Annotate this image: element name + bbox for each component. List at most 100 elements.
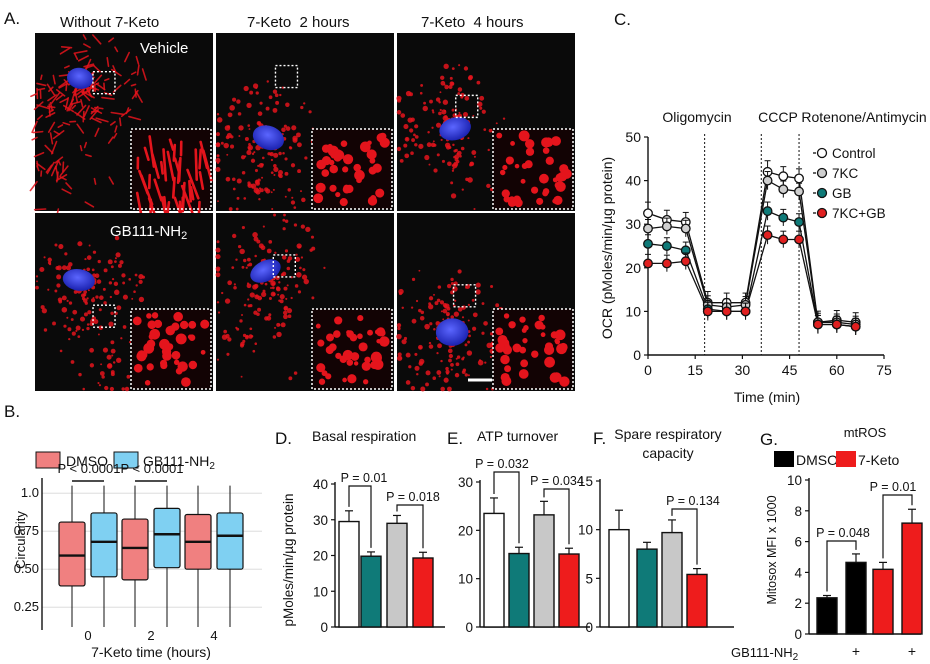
mitochondrion <box>241 225 245 230</box>
mitochondrion <box>102 287 106 291</box>
mitochondrion <box>115 252 121 258</box>
mitochondrion <box>124 386 130 392</box>
mitochondrion <box>303 278 309 285</box>
bar <box>636 548 658 628</box>
micrograph-tile <box>215 33 394 211</box>
inset-mitochondrion <box>200 319 210 329</box>
mitochondrion <box>272 107 278 113</box>
panel-label-b: B. <box>4 402 20 421</box>
mitochondrion <box>465 177 469 182</box>
inset-mitochondrion <box>160 362 168 370</box>
mitochondrion <box>101 375 105 379</box>
y-tick-label: 0 <box>465 620 473 635</box>
mitochondrion <box>228 207 233 211</box>
mitochondrion <box>63 79 70 86</box>
mitochondrion <box>420 83 424 87</box>
mitochondrion <box>108 321 114 327</box>
mitochondrion <box>131 71 137 76</box>
inset-mitochondrion <box>321 156 332 166</box>
mitochondrion <box>282 310 288 316</box>
mitochondrion <box>78 372 82 377</box>
inset-mitochondrion <box>544 356 555 368</box>
mitochondrion <box>405 380 411 385</box>
column-title-without-7keto: Without 7-Keto <box>60 14 159 31</box>
data-point <box>721 306 732 317</box>
mitochondrion <box>111 68 122 77</box>
panel-g-mtros: G. mtROS DMSO 7-Keto Mitosox MFI x 1000 … <box>731 425 923 663</box>
mitochondrion <box>460 92 465 98</box>
mitochondrion <box>35 275 39 278</box>
mitochondrion <box>446 306 451 311</box>
mitochondrion <box>58 82 68 89</box>
mitochondrion <box>478 359 482 362</box>
inset-mitochondrion <box>514 163 520 169</box>
d-title: Basal respiration <box>312 428 416 444</box>
mitochondrion <box>94 273 100 279</box>
inset-mitochondrion <box>353 361 359 366</box>
mitochondrion <box>92 250 97 254</box>
y-tick-label: 30 <box>458 475 473 490</box>
data-point <box>680 256 691 267</box>
mitochondrion <box>51 140 58 155</box>
mitochondrion <box>447 161 452 167</box>
mitochondrion <box>215 254 221 260</box>
mitochondrion <box>301 197 306 203</box>
mitochondrion <box>86 297 89 300</box>
mitochondrion <box>280 322 286 328</box>
mitochondrion <box>270 171 274 175</box>
mitochondrion <box>450 282 454 286</box>
y-tick-label: 10 <box>787 473 802 488</box>
mitochondrion <box>433 168 438 173</box>
mitochondrion <box>445 145 451 150</box>
mitochondrion <box>490 284 494 289</box>
mitochondrion <box>248 142 251 146</box>
mitochondrion <box>84 257 87 261</box>
mitochondrion <box>453 311 460 317</box>
mitochondrion <box>284 249 289 253</box>
mitochondrion <box>220 141 224 145</box>
roi-box <box>452 284 477 308</box>
mitochondrion <box>397 352 402 357</box>
inset-mitochondrion <box>505 156 514 165</box>
inset-mitochondrion <box>370 195 377 202</box>
bar <box>608 528 630 628</box>
data-point <box>794 186 804 197</box>
mitochondrion <box>97 333 100 336</box>
mitochondrion <box>131 297 134 300</box>
mitochondrion <box>62 121 71 126</box>
mitochondrion <box>467 319 470 322</box>
mitochondrion <box>282 218 286 222</box>
data-point <box>643 258 653 269</box>
mitochondrion <box>436 370 442 375</box>
mitochondrion <box>401 339 407 345</box>
mitochondrion <box>109 121 116 126</box>
inset-mitochondrion <box>318 378 326 385</box>
mitochondrion <box>293 371 298 375</box>
mitochondrion <box>271 207 274 211</box>
inset-mitochondrion <box>363 379 369 385</box>
mitochondrion <box>104 385 109 391</box>
mitochondrion <box>472 326 477 331</box>
mitochondrion <box>308 110 312 114</box>
mitochondrion <box>82 110 85 123</box>
mitochondrion <box>224 298 231 304</box>
b-y-axis-label: Circularity <box>13 511 28 569</box>
mitochondrion <box>81 296 86 301</box>
inset-mitochondrion <box>545 156 554 165</box>
mitochondrion <box>446 283 452 289</box>
mitochondrion <box>458 64 461 67</box>
mitochondrion <box>106 56 110 68</box>
mitochondrion <box>244 136 249 141</box>
mitochondrion <box>71 104 77 110</box>
mitochondrion <box>239 319 243 323</box>
inset-mitochondrion <box>361 361 371 371</box>
panel-label-e: E. <box>447 429 463 448</box>
micrograph-tile <box>396 33 575 211</box>
inset-mitochondrion <box>536 197 544 205</box>
y-tick-label: 50 <box>625 129 641 145</box>
data-point <box>661 241 672 251</box>
mitochondrion <box>113 132 118 139</box>
mitochondrion <box>135 284 138 287</box>
mitochondrion <box>89 363 95 368</box>
mitochondrion <box>125 107 130 115</box>
